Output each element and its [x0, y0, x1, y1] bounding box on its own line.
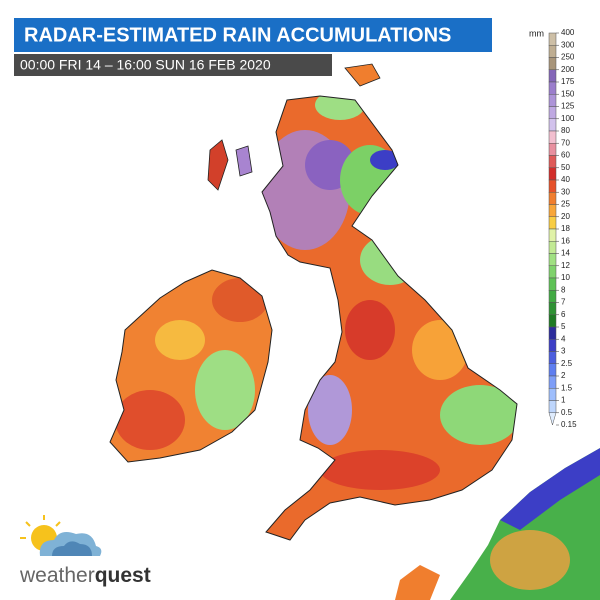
legend-label: 1.5 — [561, 383, 573, 392]
legend-swatch — [548, 118, 557, 132]
legend-swatch — [548, 400, 557, 413]
legend-label: 14 — [561, 249, 570, 258]
legend-swatch — [548, 69, 557, 83]
legend-label: 3 — [561, 347, 566, 356]
legend-label: 200 — [561, 65, 575, 74]
legend-label: 175 — [561, 77, 575, 86]
legend-swatch — [548, 106, 557, 119]
legend-unit: mm — [529, 28, 544, 38]
legend-swatch — [548, 143, 557, 156]
ireland — [110, 270, 272, 462]
legend-label: 8 — [561, 285, 566, 294]
legend-label: 10 — [561, 273, 570, 282]
legend-swatch — [548, 290, 557, 303]
legend-swatch — [548, 204, 557, 217]
legend-swatch — [548, 94, 557, 107]
channel-coast — [395, 565, 440, 600]
subtitle-box — [14, 54, 332, 76]
legend-swatch — [548, 375, 557, 389]
legend-swatch — [548, 314, 557, 328]
legend-label: 0.5 — [561, 408, 573, 417]
legend-label: 5 — [561, 322, 566, 331]
legend-swatch — [548, 130, 557, 144]
legend-label: 400 — [561, 28, 575, 37]
legend-label: 2 — [561, 371, 566, 380]
island — [207, 139, 229, 191]
legend-swatch — [548, 192, 557, 205]
title-box — [14, 18, 492, 52]
legend-label: 25 — [561, 200, 570, 209]
legend-label: 150 — [561, 89, 575, 98]
logo: weatherquest — [19, 515, 151, 587]
legend-label: 40 — [561, 175, 570, 184]
legend-label: 4 — [561, 334, 566, 343]
legend-swatch — [548, 277, 557, 291]
subtitle: 00:00 FRI 14 – 16:00 SUN 16 FEB 2020 — [20, 57, 271, 73]
logo-word-2: quest — [95, 564, 151, 587]
legend-label: 250 — [561, 53, 575, 62]
legend-swatch — [548, 179, 557, 193]
island — [344, 63, 381, 87]
legend-swatch — [548, 339, 557, 352]
legend-label: 60 — [561, 151, 570, 160]
legend-label: 125 — [561, 102, 575, 111]
legend-label: 18 — [561, 224, 570, 233]
legend-label: 6 — [561, 310, 566, 319]
legend-label: 0.15 — [561, 420, 577, 429]
legend-label: 80 — [561, 126, 570, 135]
island — [235, 145, 253, 177]
legend-swatch — [548, 45, 557, 58]
logo-word-1: weather — [19, 564, 95, 587]
legend-swatch — [548, 253, 557, 266]
great-britain — [262, 96, 517, 540]
legend-swatch — [548, 351, 557, 364]
legend-swatch — [548, 57, 557, 70]
legend-label: 50 — [561, 163, 570, 172]
legend-swatch — [548, 228, 557, 242]
legend-swatch — [548, 326, 557, 340]
legend-label: 100 — [561, 114, 575, 123]
legend-swatch — [548, 216, 557, 230]
legend-swatch — [548, 302, 557, 315]
legend-label: 300 — [561, 40, 575, 49]
legend-swatch — [548, 388, 557, 401]
legend-label: 16 — [561, 236, 570, 245]
legend-label: 1 — [561, 396, 566, 405]
legend-label: 7 — [561, 298, 566, 307]
legend-swatch — [548, 265, 557, 279]
legend-label: 2.5 — [561, 359, 573, 368]
legend-label: 30 — [561, 187, 570, 196]
legend-swatch — [548, 81, 557, 95]
legend-label: 20 — [561, 212, 570, 221]
title: RADAR-ESTIMATED RAIN ACCUMULATIONS — [24, 24, 451, 46]
legend-swatch — [548, 155, 557, 168]
legend-swatch — [548, 241, 557, 254]
legend-swatch — [548, 412, 557, 426]
legend-label: 12 — [561, 261, 570, 270]
legend-swatch — [548, 32, 557, 46]
ireland-outline — [109, 269, 273, 463]
legend-swatch — [548, 167, 557, 181]
logo-word: weatherquest — [19, 564, 151, 587]
legend-swatch — [548, 363, 557, 377]
legend-label: 70 — [561, 138, 570, 147]
gb-outline — [261, 95, 518, 541]
legend: 4003002502001751501251008070605040302520… — [548, 28, 577, 429]
